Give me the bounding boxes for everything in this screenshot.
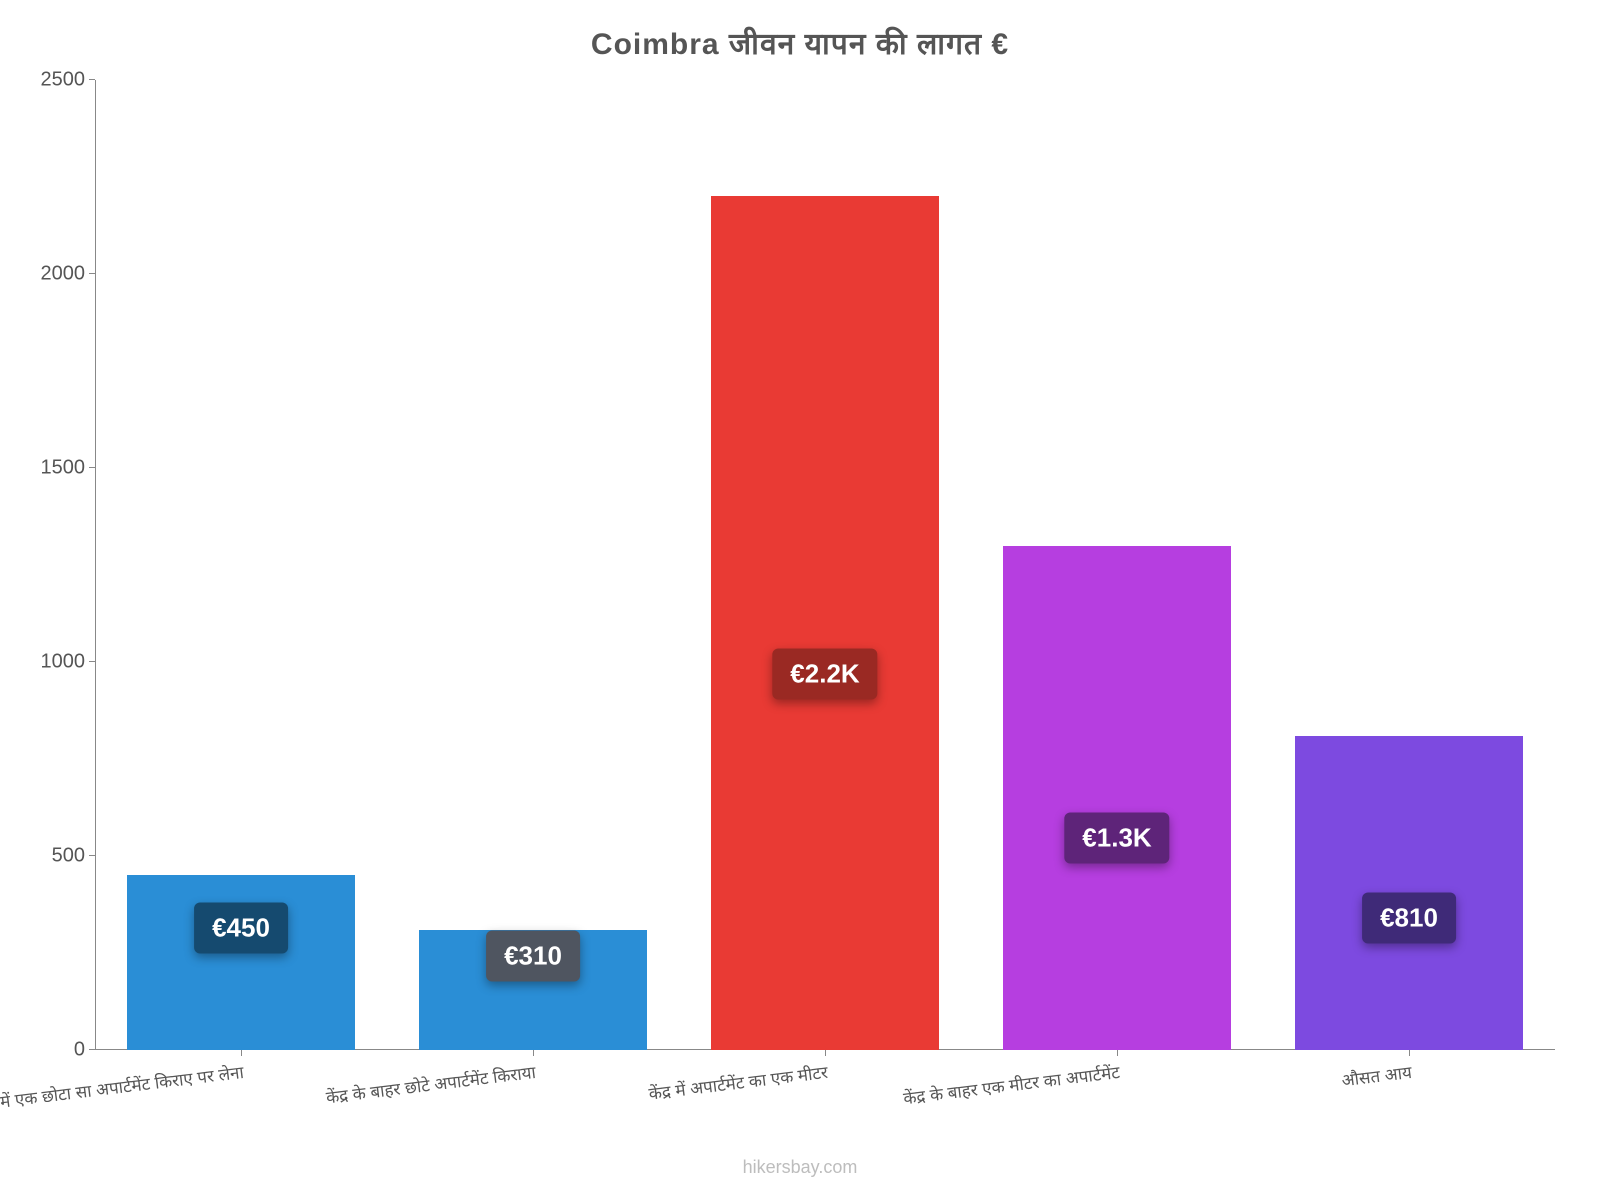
- y-tick-label: 2000: [25, 263, 85, 286]
- bar: €310: [419, 930, 647, 1050]
- y-tick-label: 500: [25, 845, 85, 868]
- bars-group: €450केंद्र में एक छोटा सा अपार्टमेंट किर…: [95, 80, 1555, 1050]
- bar: €810: [1295, 736, 1523, 1050]
- bar: €450: [127, 875, 355, 1050]
- bar: €2.2K: [711, 196, 939, 1050]
- x-tick-label: केंद्र में अपार्टमेंट का एक मीटर: [646, 1050, 829, 1105]
- bar-value-label: €310: [486, 931, 580, 982]
- x-tick-label: औसत आय: [1339, 1050, 1413, 1091]
- x-tick-label: केंद्र के बाहर एक मीटर का अपार्टमेंट: [901, 1050, 1121, 1109]
- watermark-text: hikersbay.com: [0, 1157, 1600, 1178]
- plot-area: 05001000150020002500 €450केंद्र में एक छ…: [95, 80, 1555, 1050]
- bar: €1.3K: [1003, 546, 1231, 1050]
- y-tick-label: 2500: [25, 69, 85, 92]
- chart-container: Coimbra जीवन यापन की लागत € 050010001500…: [0, 0, 1600, 1200]
- y-tick-label: 1500: [25, 457, 85, 480]
- chart-title: Coimbra जीवन यापन की लागत €: [0, 22, 1600, 63]
- bar-slot: €810औसत आय: [1263, 80, 1555, 1050]
- bar-value-label: €2.2K: [772, 649, 877, 700]
- x-tick-label: केंद्र के बाहर छोटे अपार्टमेंट किराया: [323, 1050, 537, 1108]
- bar-value-label: €450: [194, 902, 288, 953]
- bar-slot: €1.3Kकेंद्र के बाहर एक मीटर का अपार्टमें…: [971, 80, 1263, 1050]
- bar-value-label: €1.3K: [1064, 813, 1169, 864]
- bar-slot: €450केंद्र में एक छोटा सा अपार्टमेंट किर…: [95, 80, 387, 1050]
- bar-value-label: €810: [1362, 893, 1456, 944]
- y-tick-label: 0: [25, 1039, 85, 1062]
- bar-slot: €2.2Kकेंद्र में अपार्टमेंट का एक मीटर: [679, 80, 971, 1050]
- y-tick-label: 1000: [25, 651, 85, 674]
- bar-slot: €310केंद्र के बाहर छोटे अपार्टमेंट किराय…: [387, 80, 679, 1050]
